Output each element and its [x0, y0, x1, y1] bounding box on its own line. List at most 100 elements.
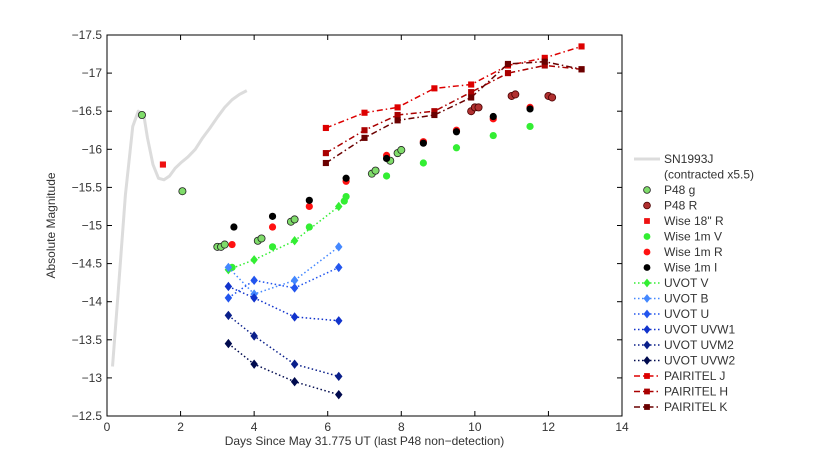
legend-label: Wise 18" R	[664, 214, 724, 228]
data-point	[643, 186, 651, 194]
x-axis-label: Days Since May 31.775 UT (last P48 non−d…	[225, 434, 505, 448]
data-point	[431, 111, 438, 119]
data-point	[290, 215, 299, 224]
series-11	[224, 310, 343, 382]
data-point	[268, 223, 277, 231]
series-line	[227, 314, 339, 378]
data-point	[643, 356, 651, 365]
data-point	[224, 262, 233, 273]
data-point	[335, 389, 343, 400]
data-point	[643, 309, 651, 319]
x-tick-label: 4	[251, 420, 258, 434]
data-point	[431, 85, 438, 92]
data-point	[643, 340, 651, 350]
data-point	[250, 359, 258, 369]
data-point	[526, 105, 534, 113]
data-point	[394, 111, 401, 119]
data-point	[290, 359, 299, 369]
legend-entry: SN1993J (contracted x5.5)	[634, 152, 754, 182]
data-point	[305, 202, 313, 211]
data-point	[511, 90, 520, 99]
data-point	[382, 154, 391, 163]
x-tick-label: 12	[542, 420, 556, 434]
series-14	[322, 62, 585, 157]
data-point	[468, 94, 475, 101]
legend-entry: UVOT U	[634, 307, 709, 321]
data-point	[342, 192, 350, 201]
x-tick-label: 6	[324, 420, 331, 434]
data-point	[268, 243, 277, 251]
legend-label: PAIRITEL H	[664, 385, 728, 399]
legend-label-2: (contracted x5.5)	[664, 168, 754, 182]
data-point	[578, 43, 585, 50]
data-point	[335, 242, 343, 252]
legend-label: Wise 1m I	[664, 261, 717, 275]
y-tick-label: −17	[82, 66, 103, 80]
data-point	[394, 104, 401, 111]
series-4	[228, 122, 534, 272]
data-point	[250, 275, 258, 286]
series-6	[230, 105, 534, 231]
data-point	[474, 103, 483, 112]
y-tick-label: −13.5	[72, 333, 103, 347]
data-point	[468, 89, 475, 96]
data-point	[452, 144, 461, 152]
data-point	[305, 196, 313, 204]
data-point	[224, 310, 233, 321]
x-tick-label: 0	[104, 420, 111, 434]
data-point	[335, 371, 343, 382]
data-point	[250, 293, 258, 303]
legend-label: Wise 1m R	[664, 245, 723, 259]
data-point	[643, 325, 651, 334]
legend-entry: PAIRITEL H	[634, 385, 728, 399]
data-point	[644, 404, 650, 410]
data-point	[382, 172, 391, 180]
series-10	[224, 281, 343, 326]
legend-label: UVOT B	[664, 292, 708, 306]
legend-entry: UVOT V	[634, 276, 708, 290]
series-2	[467, 90, 557, 116]
data-point	[431, 108, 438, 115]
legend-entry: Wise 1m V	[643, 230, 722, 244]
y-tick-label: −15.5	[72, 180, 103, 194]
data-point	[419, 159, 427, 167]
data-point	[504, 60, 512, 68]
data-point	[290, 275, 299, 286]
legend-entry: UVOT B	[634, 292, 708, 306]
y-tick-label: −15	[82, 219, 103, 233]
series-line	[325, 45, 582, 129]
series-1	[137, 111, 406, 251]
legend-label: PAIRITEL J	[664, 369, 725, 383]
series-line	[227, 246, 340, 295]
data-point	[643, 278, 651, 288]
legend-label: P48 g	[664, 183, 695, 197]
axes-frame	[106, 34, 623, 417]
legend-label: UVOT V	[664, 276, 708, 290]
series-line	[325, 64, 582, 154]
legend-entry: P48 R	[643, 199, 698, 213]
data-point	[322, 150, 329, 157]
legend-entry: Wise 1m R	[643, 245, 723, 259]
data-point	[137, 111, 146, 120]
legend-label: PAIRITEL K	[664, 400, 727, 414]
data-point	[643, 248, 651, 256]
plot-area: 0 2 4 6 8 10 12 14 −12.5 −13 −13.5 −14 −14.5 −15 −15.5…	[44, 28, 629, 448]
data-point	[178, 187, 187, 196]
data-point	[290, 312, 299, 322]
data-point	[361, 127, 368, 134]
series-13	[322, 43, 585, 132]
data-point	[526, 122, 534, 131]
legend-label: UVOT U	[664, 307, 709, 321]
data-point	[644, 373, 650, 379]
data-point	[250, 255, 258, 265]
data-point	[541, 54, 548, 61]
series-line	[228, 205, 340, 271]
legend-entry: UVOT UVW2	[634, 354, 735, 368]
data-point	[224, 338, 233, 349]
legend-label: SN1993J	[664, 152, 713, 166]
data-point	[290, 236, 299, 246]
data-point	[643, 201, 651, 210]
legend-entry: UVOT UVW1	[634, 323, 735, 337]
data-point	[257, 234, 266, 243]
